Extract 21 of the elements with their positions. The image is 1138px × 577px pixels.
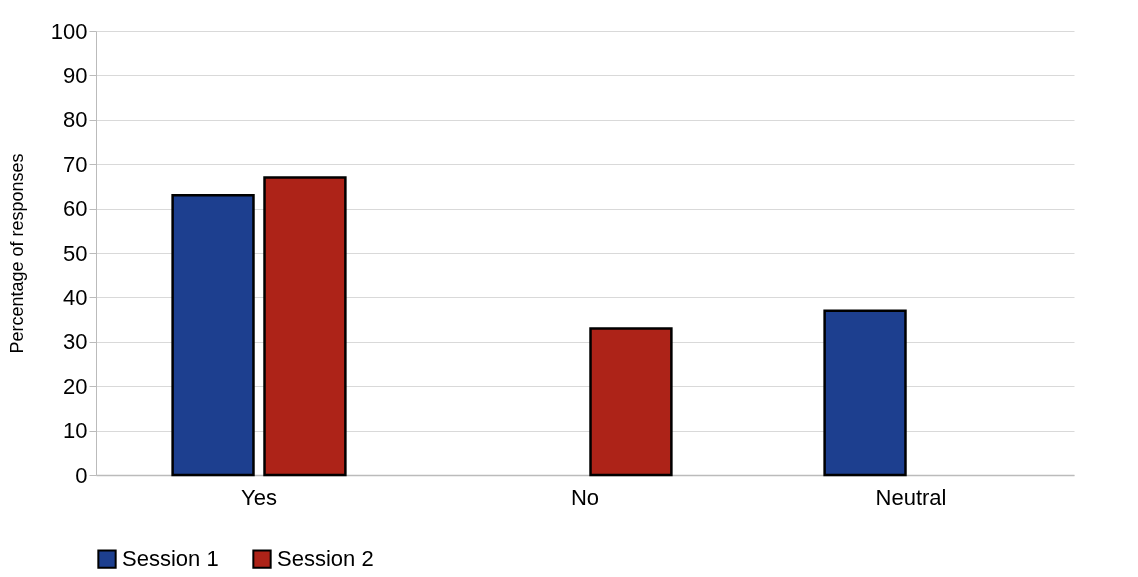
y-tick-label: 30 — [63, 329, 88, 355]
x-tick-label: No — [570, 484, 600, 510]
bar — [263, 176, 347, 477]
y-tick-label: 90 — [63, 62, 88, 88]
legend-label: Session 1 — [122, 546, 219, 572]
y-tick-label: 100 — [50, 18, 88, 44]
y-tick-label: 50 — [63, 240, 88, 266]
y-axis-title: Percentage of responses — [6, 153, 27, 354]
y-tick-label: 0 — [75, 462, 88, 488]
y-tick-label: 60 — [63, 196, 88, 222]
bar — [823, 309, 907, 477]
x-tick-label: Yes — [241, 484, 277, 510]
y-tick-label: 10 — [63, 418, 88, 444]
y-tick-label: 40 — [63, 284, 88, 310]
y-tick-label: 20 — [63, 373, 88, 399]
legend-label: Session 2 — [277, 546, 374, 572]
bar — [171, 194, 255, 477]
y-tick-label: 70 — [63, 151, 88, 177]
y-tick-label: 80 — [63, 107, 88, 133]
x-tick-label: Neutral — [875, 484, 947, 510]
bar — [589, 327, 673, 477]
